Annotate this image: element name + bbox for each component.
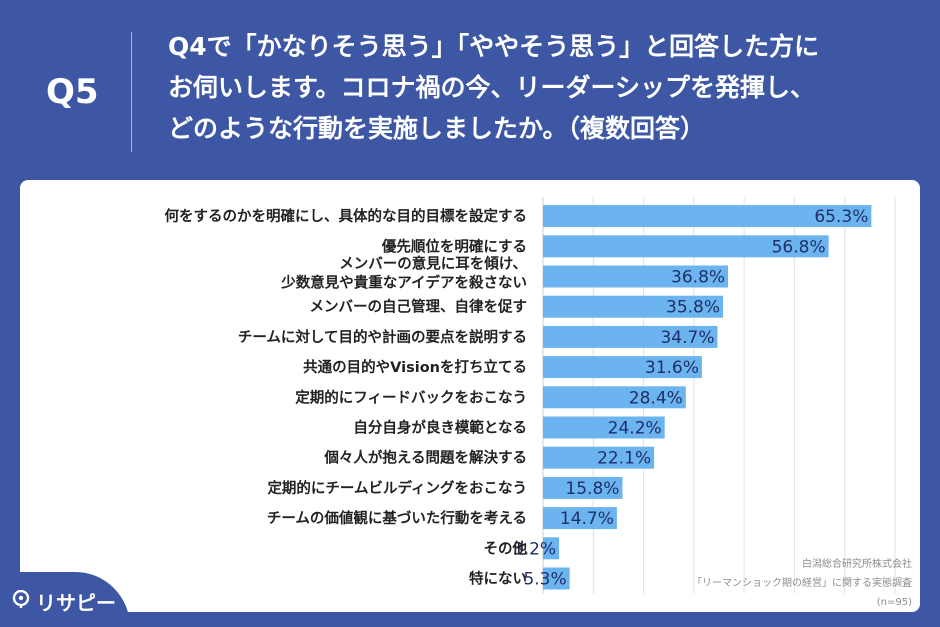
data-label: 65.3% (814, 207, 868, 227)
data-label: 5.3% (523, 570, 566, 590)
question-header: Q5 Q4で「かなりそう思う」「ややそう思う」と回答した方に お伺いします。コロ… (0, 0, 940, 178)
source-line-2: 「リーマンショック期の経営」に関する実態調査 (692, 578, 912, 589)
category-label: 定期的にチームビルディングをおこなう (267, 479, 527, 497)
data-label: 14.7% (560, 509, 614, 529)
data-label: 34.7% (660, 328, 714, 348)
bar (543, 537, 560, 560)
data-label: 35.8% (666, 298, 720, 318)
bar (543, 265, 729, 288)
question-text: Q4で「かなりそう思う」「ややそう思う」と回答した方に お伺いします。コロナ禍の… (168, 26, 918, 149)
data-label: 31.6% (645, 358, 699, 378)
category-label: メンバーの自己管理、自律を促す (310, 298, 528, 316)
category-label: 特にない (469, 570, 527, 588)
bar (543, 567, 570, 590)
category-label: メンバーの意見に耳を傾け、少数意見や貴重なアイデアを殺さない (280, 255, 527, 292)
chart-panel: 65.3% 何をするのかを明確にし、具体的な目的目標を設定する 56.8% 優先順位を… (20, 180, 920, 612)
category-label: 何をするのかを明確にし、具体的な目的目標を設定する (165, 207, 528, 225)
question-number: Q5 (46, 72, 99, 112)
header-divider (131, 32, 132, 152)
brand-name: リサピー (36, 591, 116, 615)
data-label: 56.8% (772, 237, 826, 257)
category-label: チームに対して目的や計画の要点を説明する (238, 328, 527, 346)
bar (543, 507, 617, 530)
category-label-line: メンバーの意見に耳を傾け、 (339, 255, 527, 273)
category-label-line: 少数意見や貴重なアイデアを殺さない (280, 274, 527, 292)
question-line-2: お伺いします。コロナ禍の今、リーダーシップを発揮し、 (168, 73, 816, 102)
data-label: 24.2% (608, 419, 662, 439)
bar (543, 446, 655, 469)
data-label: 36.8% (671, 268, 725, 288)
category-label: チームの価値観に基づいた行動を考える (267, 509, 527, 527)
bar (543, 235, 829, 258)
bar-chart: 65.3% 何をするのかを明確にし、具体的な目的目標を設定する 56.8% 優先順位を… (165, 197, 896, 594)
data-label: 15.8% (565, 479, 619, 499)
category-label: 優先順位を明確にする (381, 237, 527, 255)
question-line-1: Q4で「かなりそう思う」「ややそう思う」と回答した方に (168, 32, 820, 61)
category-label: その他 (484, 539, 528, 557)
category-label: 自分自身が良き模範となる (353, 419, 527, 437)
data-label: 28.4% (629, 388, 683, 408)
bar (543, 325, 718, 348)
pin-icon (12, 590, 30, 608)
source-note: 白潟総合研究所株式会社 「リーマンショック期の経営」に関する実態調査 (n=95… (592, 555, 912, 612)
source-line-3: (n=95) (876, 597, 912, 608)
category-label: 共通の目的やVisionを打ち立てる (303, 358, 527, 376)
bar (543, 416, 665, 439)
bar (543, 295, 724, 318)
data-label: 22.1% (597, 449, 651, 469)
data-label: 3.2% (513, 539, 556, 559)
bar (543, 356, 702, 379)
bar (543, 205, 872, 228)
question-line-3: どのような行動を実施しましたか。（複数回答） (168, 114, 706, 143)
bar (543, 386, 686, 409)
category-label: 個々人が抱える問題を解決する (323, 449, 527, 467)
source-line-1: 白潟総合研究所株式会社 (802, 559, 912, 570)
category-label: 定期的にフィードバックをおこなう (295, 388, 527, 406)
bar (543, 476, 623, 499)
